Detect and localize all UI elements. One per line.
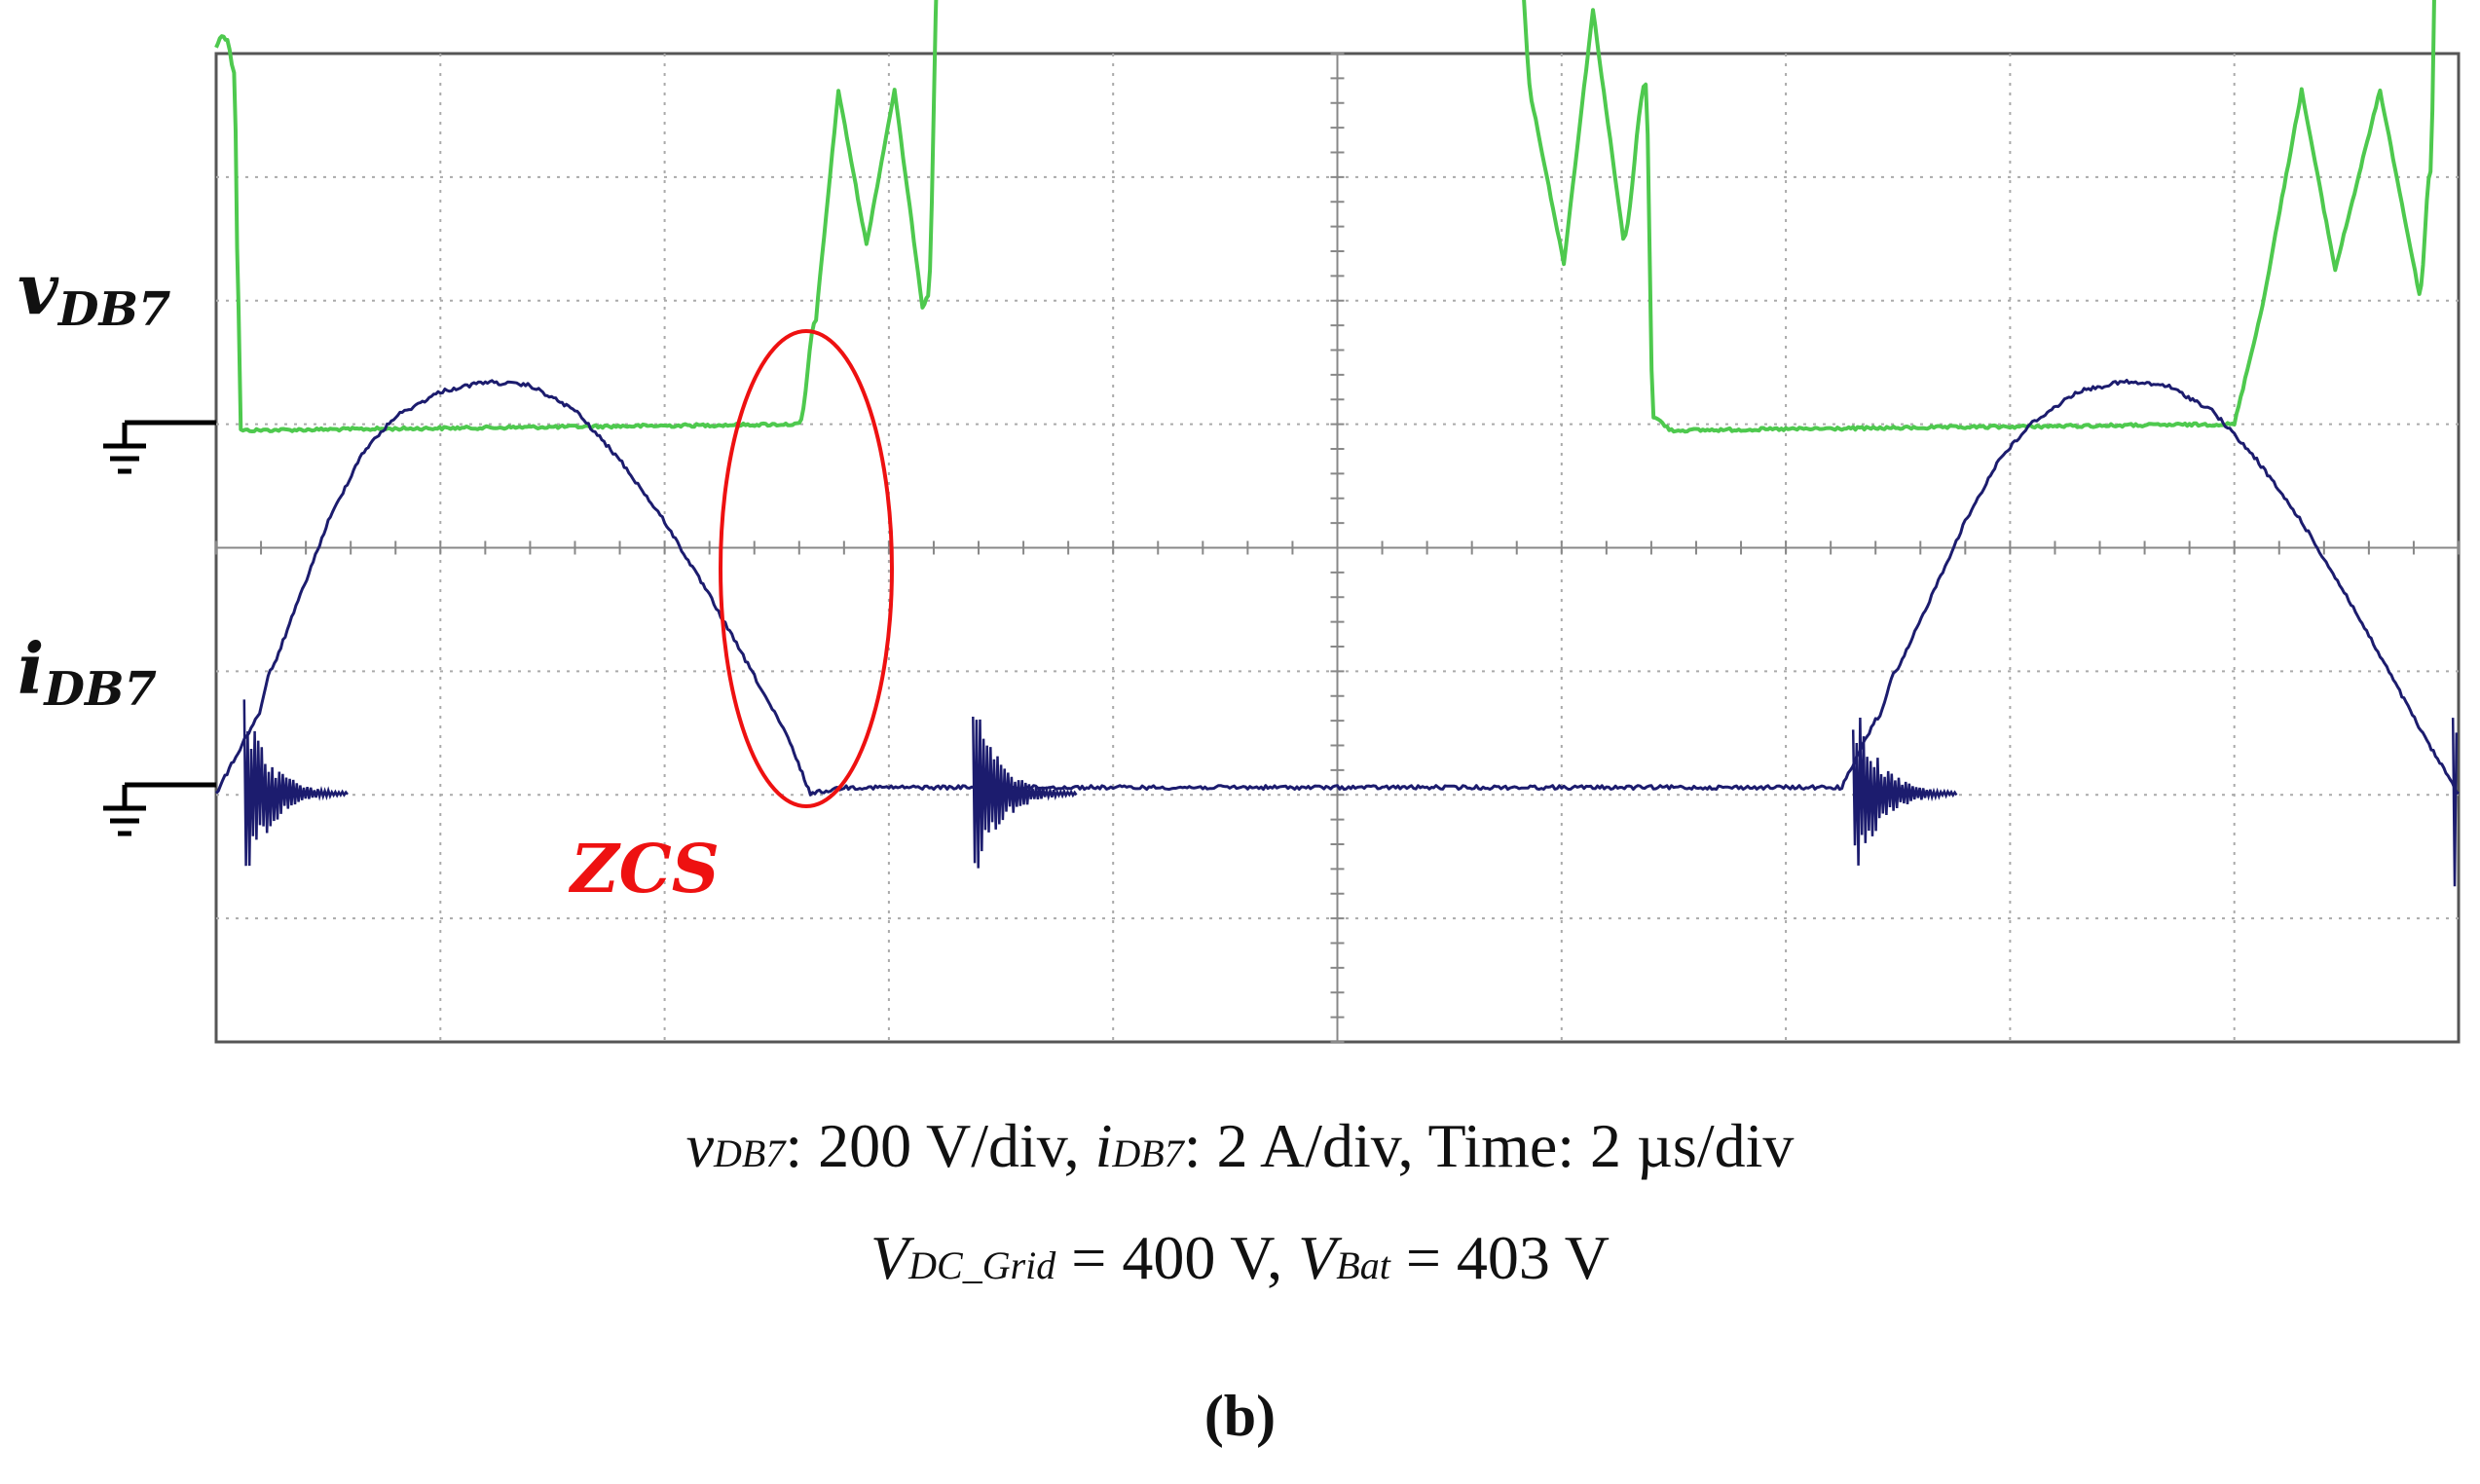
caption-vbat-value: = 403 V — [1389, 1223, 1610, 1292]
caption-v-subscript: DB7 — [714, 1132, 786, 1175]
caption-v-symbol: v — [685, 1111, 715, 1180]
idb7-ground-icon — [103, 782, 216, 836]
traces-layer — [214, 0, 2460, 887]
idb7-ringing — [972, 716, 1078, 869]
figure-label: (b) — [1203, 1384, 1277, 1448]
caption-vdc-symbol: V — [870, 1223, 909, 1292]
caption-vbat-symbol: V — [1298, 1223, 1337, 1292]
idb7-trace — [214, 379, 2460, 797]
caption-vbat-subscript: Bat — [1336, 1243, 1390, 1287]
caption-scales: vDB7: 200 V/div, iDB7: 2 A/div, Time: 2 … — [0, 1110, 2480, 1182]
idb7-channel-label: iDB7 — [18, 627, 157, 717]
scope-grid — [215, 53, 2460, 1043]
caption-i-subscript: DB7 — [1112, 1132, 1184, 1175]
caption-vdc-subscript: DC_Grid — [908, 1243, 1056, 1287]
zcs-highlight-ellipse — [719, 329, 894, 808]
caption-conditions: VDC_Grid = 400 V, VBat = 403 V — [0, 1222, 2480, 1294]
idb7-ringing — [1851, 717, 1958, 866]
idb7-ringing — [242, 699, 349, 867]
zcs-annotation: ZCS — [568, 831, 720, 909]
caption-i-symbol: i — [1094, 1111, 1113, 1180]
caption-vdc-value: = 400 V, — [1055, 1223, 1299, 1292]
caption-v-scale: : 200 V/div, — [785, 1111, 1095, 1180]
caption-i-time-scale: : 2 A/div, Time: 2 µs/div — [1183, 1111, 1795, 1180]
vdb7-channel-label: vDB7 — [18, 247, 170, 337]
idb7-ringing — [2451, 718, 2459, 887]
vdb7-ground-icon — [103, 420, 216, 474]
